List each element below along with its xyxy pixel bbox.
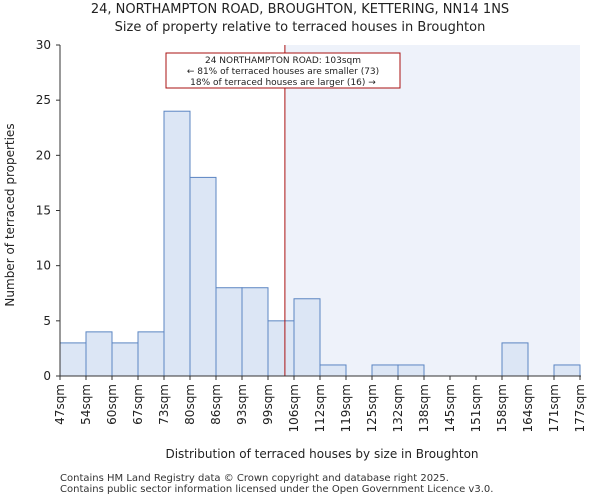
histogram-bar bbox=[111, 342, 139, 377]
x-tick-label: 164sqm bbox=[521, 384, 535, 432]
y-ticks-group: 0 5 10 15 20 25 30 bbox=[36, 38, 60, 383]
x-tick-label: 125sqm bbox=[365, 384, 379, 432]
x-tick-label: 60sqm bbox=[105, 384, 119, 425]
x-ticks-group: 47sqm 54sqm 60sqm 67sqm 73sqm 80sqm 86sqm 93sqm… bbox=[53, 376, 587, 432]
x-tick-label: 145sqm bbox=[443, 384, 457, 432]
highlight-region bbox=[284, 45, 580, 376]
histogram-bar bbox=[163, 110, 191, 377]
x-tick-label: 132sqm bbox=[391, 384, 405, 432]
y-tick-label: 20 bbox=[36, 148, 51, 162]
histogram-bar bbox=[553, 364, 581, 377]
x-tick-label: 158sqm bbox=[495, 384, 509, 432]
x-tick-label: 177sqm bbox=[573, 384, 587, 432]
histogram-bar bbox=[501, 342, 529, 377]
y-tick-label: 30 bbox=[36, 38, 51, 52]
y-tick-label: 10 bbox=[36, 259, 51, 273]
annotation-box: 24 NORTHAMPTON ROAD: 103sqm ← 81% of ter… bbox=[165, 52, 401, 89]
x-tick-label: 86sqm bbox=[209, 384, 223, 425]
x-tick-label: 171sqm bbox=[547, 384, 561, 432]
annotation-line-3: 18% of terraced houses are larger (16) → bbox=[190, 78, 376, 88]
annotation-line-2: ← 81% of terraced houses are smaller (73… bbox=[187, 67, 379, 77]
y-tick-label: 25 bbox=[36, 93, 51, 107]
y-axis-label: Number of terraced properties bbox=[3, 123, 17, 306]
footer-line-1: Contains HM Land Registry data © Crown c… bbox=[60, 473, 449, 484]
footer-line-2: Contains public sector information licen… bbox=[60, 484, 494, 495]
x-tick-label: 47sqm bbox=[53, 384, 67, 425]
histogram-bar bbox=[189, 176, 217, 377]
bars-group bbox=[59, 110, 581, 377]
x-tick-label: 99sqm bbox=[261, 384, 275, 425]
x-tick-label: 73sqm bbox=[157, 384, 171, 425]
chart-title: 24, NORTHAMPTON ROAD, BROUGHTON, KETTERI… bbox=[90, 2, 510, 17]
x-tick-label: 151sqm bbox=[469, 384, 483, 432]
y-tick-label: 0 bbox=[43, 369, 51, 383]
histogram-bar bbox=[267, 320, 295, 377]
x-tick-label: 112sqm bbox=[313, 384, 327, 432]
x-axis-label: Distribution of terraced houses by size … bbox=[165, 447, 478, 461]
x-tick-label: 138sqm bbox=[417, 384, 431, 432]
histogram-bar bbox=[371, 364, 399, 377]
histogram-bar bbox=[59, 342, 87, 377]
x-tick-label: 67sqm bbox=[131, 384, 145, 425]
chart-subtitle: Size of property relative to terraced ho… bbox=[114, 20, 486, 35]
x-tick-label: 119sqm bbox=[339, 384, 353, 432]
y-tick-label: 5 bbox=[43, 314, 51, 328]
y-tick-label: 15 bbox=[36, 204, 51, 218]
x-tick-label: 106sqm bbox=[287, 384, 301, 432]
histogram-bar bbox=[85, 331, 113, 377]
histogram-bar bbox=[215, 287, 243, 377]
histogram-bar bbox=[293, 298, 321, 377]
histogram-bar bbox=[241, 287, 269, 377]
x-tick-label: 54sqm bbox=[79, 384, 93, 425]
x-tick-label: 80sqm bbox=[183, 384, 197, 425]
annotation-line-1: 24 NORTHAMPTON ROAD: 103sqm bbox=[205, 56, 361, 66]
histogram-bar bbox=[137, 331, 165, 377]
x-tick-label: 93sqm bbox=[235, 384, 249, 425]
histogram-bar bbox=[319, 364, 347, 377]
histogram-bar bbox=[397, 364, 425, 377]
